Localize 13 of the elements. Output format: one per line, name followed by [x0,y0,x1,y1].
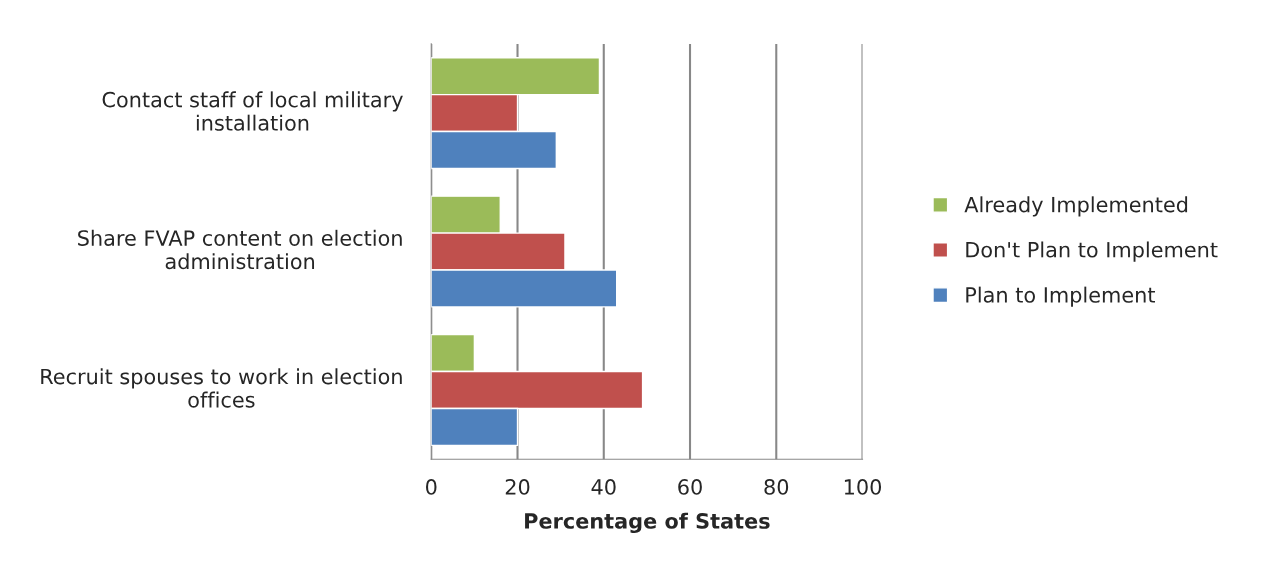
x-tick-label: 100 [844,479,882,495]
x-tick-label: 80 [764,479,789,495]
x-tick-label: 60 [678,479,702,495]
legend-label: Plan to Implement [966,286,1156,307]
x-tick-label: 20 [505,479,530,495]
y-tick-label: Contact staff of local military installation [102,91,403,131]
x-axis-title: Percentage of States [525,512,770,534]
y-tick-label: Share FVAP content on election administration [78,229,402,270]
x-tick-label: 40 [591,479,616,495]
y-tick-label: Recruit spouses to work in election offices [41,368,402,408]
x-tick-label: 0 [426,479,437,495]
legend-label: Already Implemented [964,196,1188,217]
legend-label: Don't Plan to Implement [966,241,1218,262]
